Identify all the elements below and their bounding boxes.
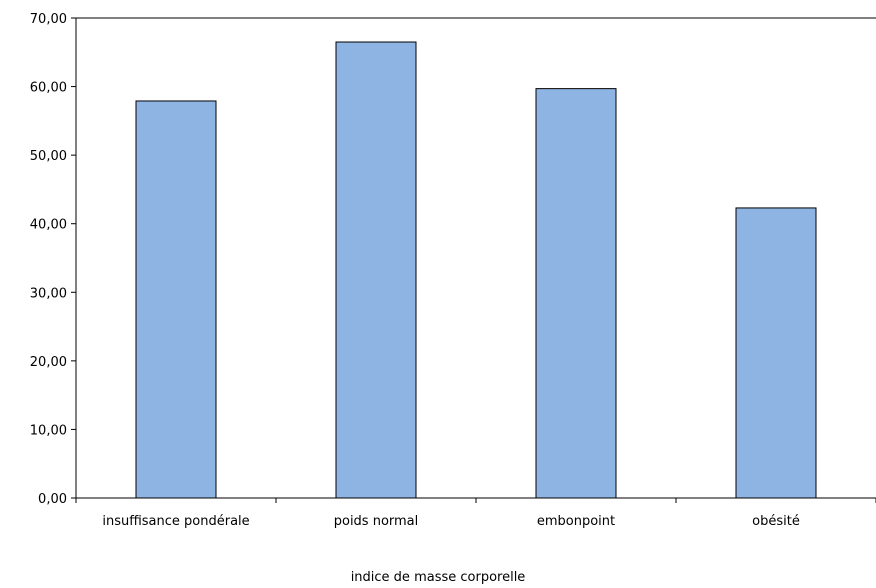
x-tick-label: obésité [752,514,800,529]
x-axis-title: indice de masse corporelle [351,570,526,585]
y-tick-label: 30,00 [30,286,67,301]
y-tick-label: 10,00 [30,423,67,438]
y-tick-label: 20,00 [30,355,67,370]
bar [735,207,817,499]
bars [135,41,817,499]
y-axis: 0,00 10,00 20,00 30,00 40,00 50,00 60,00 70,00 [30,12,76,507]
x-tick-label: insuffisance pondérale [102,514,249,529]
bar [535,88,617,499]
x-axis: insuffisance pondérale poids normal embonp… [75,498,876,529]
x-tick-label: embonpoint [537,514,615,529]
y-tick-label: 70,00 [30,12,67,27]
y-tick-label: 0,00 [38,492,67,507]
y-tick-label: 50,00 [30,149,67,164]
bar [135,100,217,499]
y-tick-label: 40,00 [30,218,67,233]
x-tick-label: poids normal [334,514,419,529]
bar [335,41,417,499]
plot-frame [75,17,876,499]
y-tick-label: 60,00 [30,81,67,96]
